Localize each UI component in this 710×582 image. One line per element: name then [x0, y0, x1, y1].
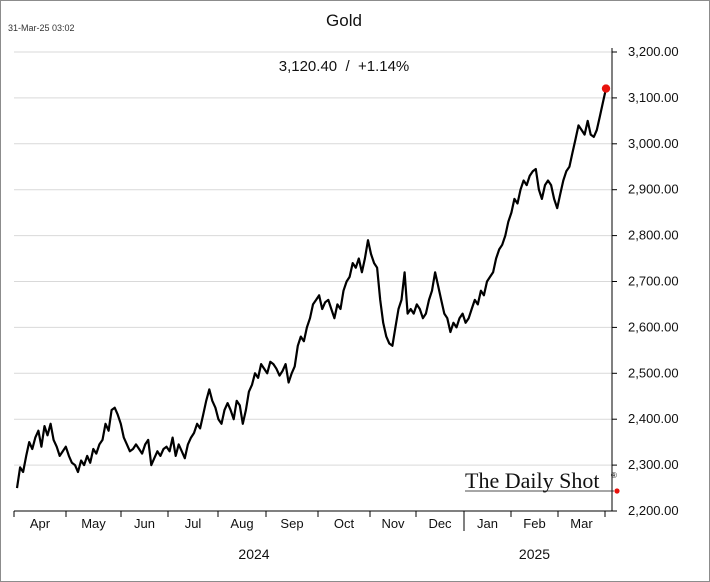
x-tick-label: Feb [523, 516, 545, 531]
x-tick-label: May [81, 516, 106, 531]
x-tick-label: Oct [334, 516, 355, 531]
x-tick-label: Jul [185, 516, 202, 531]
x-tick-label: Apr [30, 516, 51, 531]
timestamp: 31-Mar-25 03:02 [8, 23, 75, 33]
x-year-label: 2024 [238, 546, 269, 562]
gold-price-line [15, 88, 608, 489]
last-value-dot [601, 84, 611, 93]
logo-text: The Daily Shot [465, 468, 599, 493]
logo: The Daily Shot ® [465, 468, 620, 494]
series-layer [15, 84, 611, 489]
y-axis: 2,200.00 2,300.00 2,400.00 2,500.00 2,600.00… [611, 44, 679, 518]
logo-dot [614, 488, 620, 494]
x-tick-label: Mar [570, 516, 593, 531]
y-tick-label: 2,400.00 [628, 411, 679, 426]
y-tick-label: 3,200.00 [628, 44, 679, 59]
y-tick-label: 3,100.00 [628, 90, 679, 105]
x-tick-label: Jun [134, 516, 155, 531]
x-tick-label: Sep [280, 516, 303, 531]
y-tick-label: 2,700.00 [628, 274, 679, 289]
grid-layer [14, 51, 612, 466]
x-axis: Apr May Jun Jul Aug Sep Oct Nov Dec Jan Feb Mar 2024… [13, 510, 612, 562]
x-tick-label: Jan [477, 516, 498, 531]
x-tick-label: Dec [428, 516, 452, 531]
x-tick-label: Aug [230, 516, 253, 531]
y-tick-label: 2,900.00 [628, 182, 679, 197]
chart-subtitle: 3,120.40 / +1.14% [279, 58, 410, 75]
y-tick-label: 2,800.00 [628, 228, 679, 243]
y-tick-label: 2,500.00 [628, 365, 679, 380]
y-tick-label: 2,600.00 [628, 319, 679, 334]
chart-title: Gold [326, 11, 362, 30]
y-tick-label: 2,300.00 [628, 457, 679, 472]
x-year-label: 2025 [519, 546, 550, 562]
x-tick-label: Nov [381, 516, 405, 531]
logo-registered-mark: ® [611, 471, 617, 480]
y-tick-label: 3,000.00 [628, 136, 679, 151]
y-tick-label: 2,200.00 [628, 503, 679, 518]
